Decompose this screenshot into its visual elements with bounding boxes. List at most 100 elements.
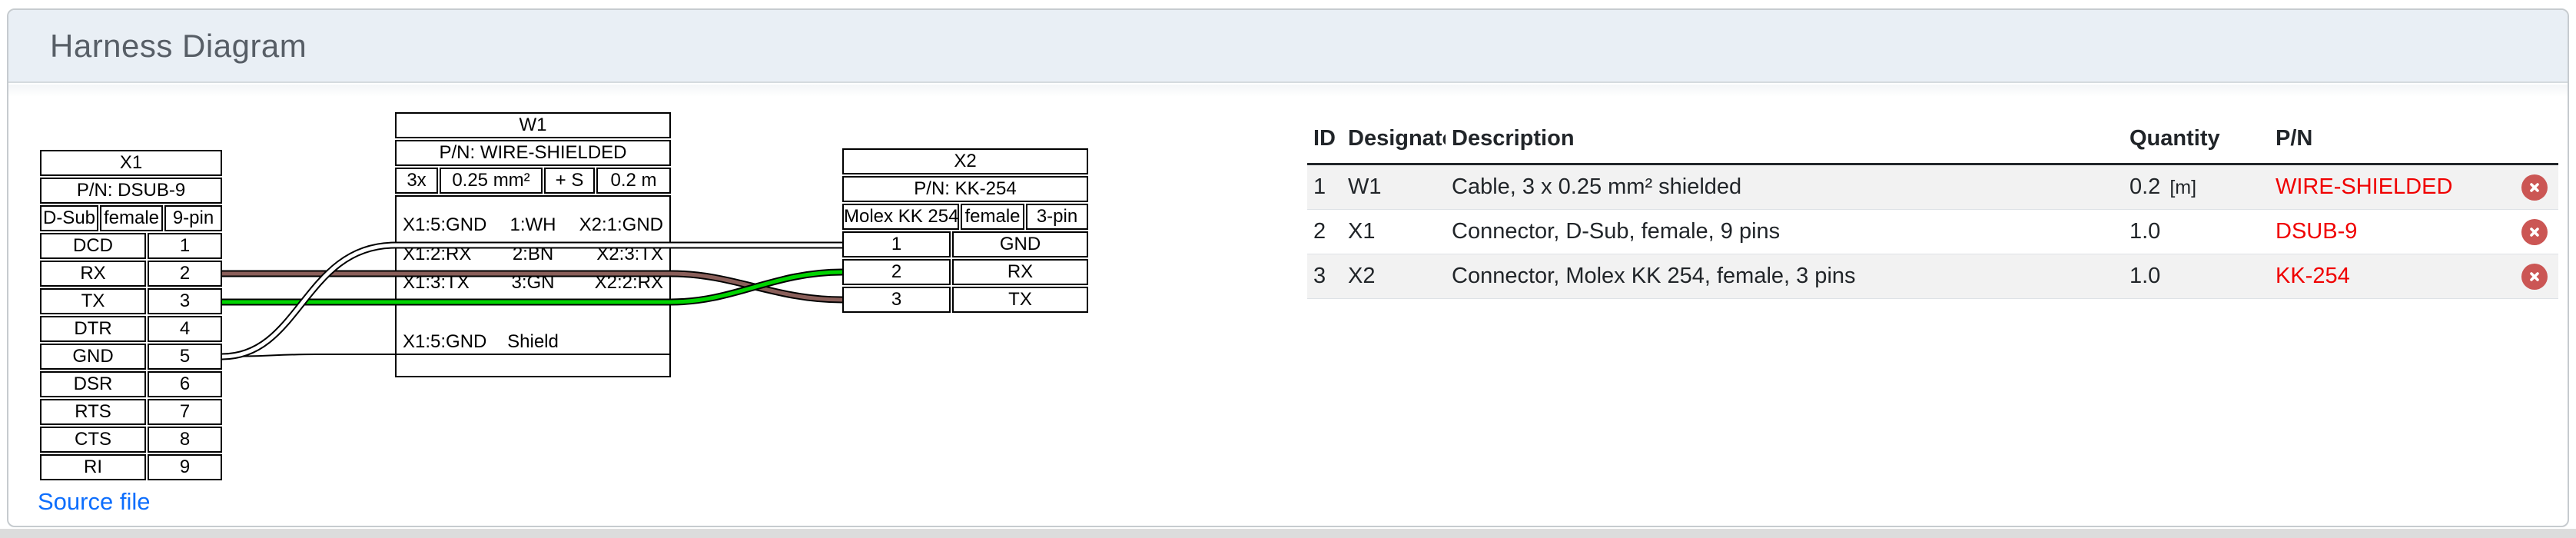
table-row: 2 X1 Connector, D-Sub, female, 9 pins 1.…: [1307, 210, 2558, 254]
x1-pin-name: DCD: [40, 233, 146, 259]
wire-from: X1:3:TX: [403, 272, 470, 293]
x1-pin-num: 4: [148, 316, 222, 342]
wire-label: 2:BN: [512, 244, 554, 264]
x1-pin-name: TX: [40, 288, 146, 314]
x1-pin-row: DSR 6: [40, 371, 222, 397]
wire-to: X2:3:TX: [596, 244, 664, 264]
delete-row-button[interactable]: [2521, 263, 2548, 290]
w1-length: 0.2 m: [596, 168, 671, 194]
wire-to: X2:1:GND: [579, 214, 663, 235]
w1-wirecount: 3x: [395, 168, 438, 194]
shield-label-row: X1:5:GND Shield: [397, 330, 669, 354]
x2-designator: X2: [842, 148, 1088, 174]
cable-w1-node: W1 P/N: WIRE-SHIELDED 3x 0.25 mm² + S 0.…: [395, 112, 671, 377]
delete-row-button[interactable]: [2521, 218, 2548, 245]
table-row: 3 X2 Connector, Molex KK 254, female, 3 …: [1307, 254, 2558, 299]
bom-cell-quantity: 1.0: [2117, 264, 2263, 289]
connector-x2-node: X2 P/N: KK-254 Molex KK 254 female 3-pin…: [842, 148, 1088, 313]
x1-pin-name: DSR: [40, 371, 146, 397]
bom-cell-actions: [2478, 218, 2558, 245]
x2-pincount: 3-pin: [1026, 204, 1088, 230]
x2-pin-row: 1 GND: [842, 231, 1088, 257]
x2-pin-name: TX: [952, 287, 1088, 313]
page-bottom-strip: [0, 529, 2576, 538]
x1-pin-row: TX 3: [40, 288, 222, 314]
x2-type: Molex KK 254: [842, 204, 959, 230]
x1-pin-num: 6: [148, 371, 222, 397]
card-header: Harness Diagram: [8, 10, 2568, 83]
x1-pin-row: RI 9: [40, 454, 222, 480]
x1-pin-row: RX 2: [40, 261, 222, 287]
pn-value: DSUB-9: [2276, 219, 2358, 244]
bom-cell-actions: [2478, 263, 2558, 290]
connector-x1-node: X1 P/N: DSUB-9 D-Sub female 9-pin DCD 1 R…: [40, 150, 222, 480]
x1-designator: X1: [40, 150, 222, 176]
bom-cell-description: Connector, D-Sub, female, 9 pins: [1452, 219, 1781, 244]
x1-pin-name: CTS: [40, 427, 146, 453]
wire-from: X1:2:RX: [403, 244, 472, 264]
x2-gender: female: [961, 204, 1024, 230]
bom-header-description: Description: [1452, 126, 1575, 151]
x1-pin-num: 5: [148, 344, 222, 370]
w1-shield-flag: + S: [544, 168, 595, 194]
wire-to: X2:2:RX: [594, 272, 664, 293]
x1-pin-name: DTR: [40, 316, 146, 342]
x1-gender: female: [100, 205, 163, 231]
x2-pin-name: RX: [952, 259, 1088, 285]
quantity-value: 0.2: [2130, 174, 2161, 199]
x2-pin-num: 1: [842, 231, 951, 257]
x1-pin-name: RX: [40, 261, 146, 287]
delete-row-button[interactable]: [2521, 174, 2548, 201]
x1-pin-num: 2: [148, 261, 222, 287]
x2-pn: P/N: KK-254: [842, 176, 1088, 202]
x1-pin-name: RTS: [40, 399, 146, 425]
bom-cell-pn: DSUB-9: [2263, 219, 2478, 244]
header-shadow: [8, 85, 2568, 97]
bom-cell-designators: X1: [1348, 219, 1376, 244]
x1-pin-row: GND 5: [40, 344, 222, 370]
x1-pin-num: 1: [148, 233, 222, 259]
x1-pin-row: RTS 7: [40, 399, 222, 425]
x-circle-icon: [2530, 271, 2539, 281]
pn-value: KK-254: [2276, 264, 2350, 288]
wire-label: 3:GN: [511, 272, 555, 293]
w1-designator: W1: [395, 112, 671, 138]
quantity-value: 1.0: [2130, 219, 2161, 244]
bom-cell-id: 3: [1313, 264, 1326, 288]
bom-cell-id: 2: [1313, 219, 1326, 244]
wire-label-row: X1:3:TX 3:GN X2:2:RX: [397, 271, 669, 294]
bom-cell-designators: W1: [1348, 174, 1382, 199]
wire-from: X1:5:GND: [403, 331, 487, 352]
page-title: Harness Diagram: [50, 27, 307, 64]
harness-card: Harness Diagram X1 P/N: DSUB-9 D-Sub fem…: [7, 8, 2569, 527]
bom-cell-pn: WIRE-SHIELDED: [2263, 174, 2478, 200]
table-row: 1 W1 Cable, 3 x 0.25 mm² shielded 0.2 [m]…: [1307, 165, 2558, 210]
x2-pin-name: GND: [952, 231, 1088, 257]
wire-from: X1:5:GND: [403, 214, 487, 235]
bom-cell-description: Connector, Molex KK 254, female, 3 pins: [1452, 264, 1856, 288]
x1-pin-num: 3: [148, 288, 222, 314]
wire-label-row: X1:5:GND 1:WH X2:1:GND: [397, 214, 669, 237]
x-circle-icon: [2530, 182, 2539, 192]
w1-wire-area: X1:5:GND 1:WH X2:1:GND X1:2:RX 2:BN X2:3…: [395, 195, 671, 377]
bom-header-pn: P/N: [2276, 126, 2313, 151]
x2-pin-num: 2: [842, 259, 951, 285]
bom-cell-quantity: 1.0: [2117, 219, 2263, 244]
x1-pin-row: DTR 4: [40, 316, 222, 342]
bom-cell-description: Cable, 3 x 0.25 mm² shielded: [1452, 174, 1742, 199]
bom-header-id: ID: [1313, 126, 1336, 151]
x1-pin-row: DCD 1: [40, 233, 222, 259]
bom-cell-id: 1: [1313, 174, 1326, 199]
bom-cell-pn: KK-254: [2263, 264, 2478, 289]
source-file-link[interactable]: Source file: [38, 488, 151, 515]
bom-header-designators: Designators: [1348, 126, 1446, 151]
x1-pn: P/N: DSUB-9: [40, 178, 222, 204]
bom-cell-quantity: 0.2 [m]: [2117, 174, 2263, 200]
bom-header-row: ID Designators Description Quantity P/N: [1307, 115, 2558, 165]
x1-pin-name: RI: [40, 454, 146, 480]
bom-cell-actions: [2478, 174, 2558, 201]
wire-label: 1:WH: [510, 214, 556, 235]
wire-label: Shield: [507, 331, 559, 352]
x2-pin-row: 3 TX: [842, 287, 1088, 313]
